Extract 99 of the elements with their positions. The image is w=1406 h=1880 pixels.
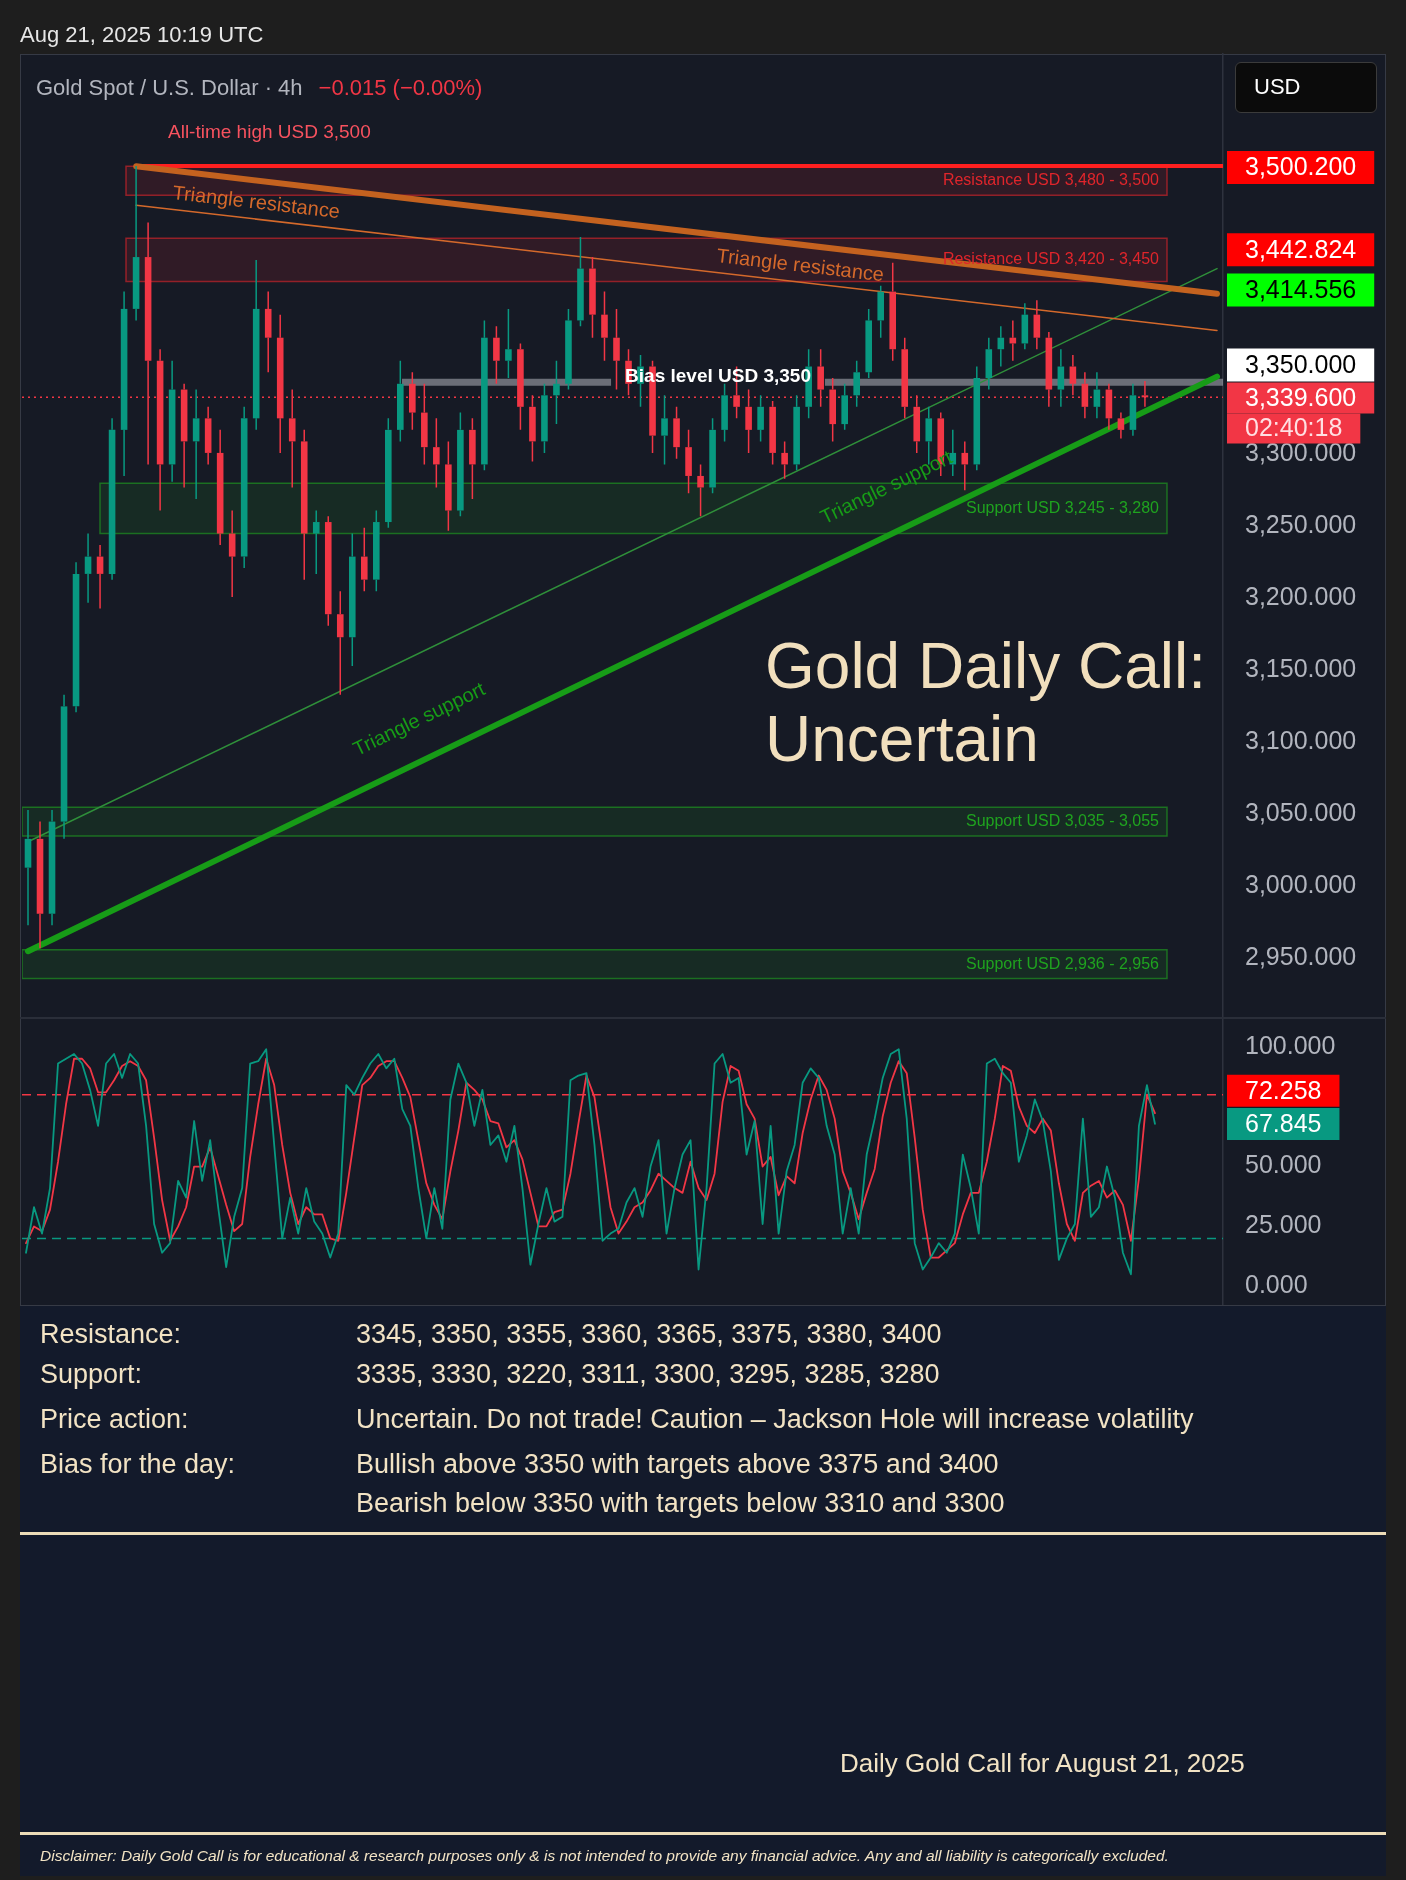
ref-line-label: All-time high USD 3,500 [168, 121, 371, 143]
candlestick [1081, 371, 1089, 420]
candlestick [553, 360, 560, 425]
candlestick [973, 365, 981, 471]
text: Gold Spot / U.S. Dollar · 4h [36, 75, 303, 101]
candlestick [853, 360, 860, 408]
candlestick [60, 694, 68, 840]
candlestick [673, 406, 680, 460]
candlestick [240, 406, 248, 569]
candlestick [541, 383, 548, 454]
candlestick [433, 417, 440, 489]
text: Disclaimer: Daily Gold Call is for educational & research purposes only & is not intended to provide any financial advice. Any and all liability is categorically excluded. [40, 1846, 1169, 1866]
text: Uncertain. Do not trade! Caution – Jackson Hole will increase volatility [356, 1402, 1194, 1436]
y-tick-label: 3,200.000 [1245, 582, 1357, 611]
text: Bullish above 3350 with targets above 3375 and 3400 [356, 1447, 999, 1481]
candlestick [601, 290, 608, 362]
text: Price action: [40, 1402, 189, 1436]
band-label: Resistance USD 3,480 - 3,500 [942, 171, 1160, 189]
text: Triangle resistance [715, 244, 886, 286]
text: Bias for the day: [40, 1447, 236, 1481]
candlestick [481, 319, 488, 471]
text: −0.015 (−0.00%) [318, 75, 483, 101]
candlestick [216, 429, 224, 546]
text: Daily Gold Call for August 21, 2025 [840, 1748, 1245, 1780]
y-tick-label: 3,150.000 [1245, 654, 1357, 683]
candlestick [781, 440, 788, 480]
candlestick [661, 394, 668, 466]
candlestick [1045, 331, 1053, 408]
y-tick-label: 0.000 [1245, 1270, 1308, 1299]
candlestick [312, 509, 320, 575]
candlestick [1117, 411, 1125, 440]
y-tick-label: 50.000 [1245, 1150, 1322, 1179]
candlestick [877, 285, 885, 339]
band-label: Support USD 2,936 - 2,956 [965, 954, 1160, 972]
text: Aug 21, 2025 10:19 UTC [20, 22, 264, 48]
candlestick [397, 360, 404, 443]
candlestick [1141, 380, 1149, 408]
candlestick [985, 336, 993, 391]
band-label: Resistance USD 3,420 - 3,450 [942, 250, 1160, 268]
text: 3,339.600 [1245, 382, 1357, 411]
text: 3345, 3350, 3355, 3360, 3365, 3375, 3380, 3400 [356, 1317, 942, 1351]
candlestick [252, 259, 260, 431]
candlestick [757, 394, 764, 443]
candlestick [264, 290, 272, 374]
candlestick [697, 463, 704, 518]
y-tick-label: 3,250.000 [1245, 510, 1357, 539]
candlestick [577, 236, 584, 327]
candlestick [348, 532, 356, 667]
candlestick [961, 440, 969, 492]
text: Support: [40, 1357, 143, 1391]
candlestick [168, 360, 176, 483]
text: 3335, 3330, 3220, 3311, 3300, 3295, 3285, 3280 [356, 1357, 940, 1391]
currency-button: USD [1235, 62, 1377, 113]
candlestick [132, 165, 140, 322]
y-tick-label: 3,000.000 [1245, 870, 1357, 899]
candlestick [72, 561, 80, 713]
candlestick [721, 383, 728, 443]
candlestick [228, 509, 236, 598]
text: Bearish below 3350 with targets below 3310 and 3300 [356, 1486, 1005, 1520]
candlestick [1057, 348, 1065, 408]
y-tick-label: 25.000 [1245, 1210, 1322, 1239]
text: 3,442.824 [1245, 234, 1357, 263]
candlestick [36, 820, 44, 950]
candlestick [192, 388, 200, 500]
candlestick [493, 325, 500, 385]
text: Triangle resistance [171, 181, 342, 223]
candlestick [469, 417, 476, 500]
y-tick-label: 3,100.000 [1245, 726, 1357, 755]
text: 3,414.556 [1245, 274, 1357, 303]
annotation: Uncertain [765, 702, 1039, 775]
candlestick [24, 809, 32, 927]
candlestick [1129, 383, 1137, 437]
candlestick [613, 308, 620, 391]
candlestick [372, 509, 380, 592]
text: 72.258 [1245, 1075, 1322, 1104]
candlestick [48, 809, 56, 927]
candlestick [300, 429, 308, 581]
y-tick-label: 3,050.000 [1245, 798, 1357, 827]
band-label: Support USD 3,035 - 3,055 [965, 811, 1160, 829]
text: 3,500.200 [1245, 152, 1357, 181]
annotation: Gold Daily Call: [765, 629, 1207, 702]
candlestick [204, 406, 212, 466]
text: 3,350.000 [1245, 349, 1357, 378]
text: Resistance: [40, 1317, 182, 1351]
candlestick [108, 417, 116, 581]
candlestick [457, 411, 464, 518]
candlestick [505, 308, 512, 379]
candlestick [1033, 299, 1041, 350]
candlestick [336, 590, 344, 696]
candlestick [685, 429, 692, 494]
band-label: Support USD 3,245 - 3,280 [965, 498, 1160, 516]
candlestick [589, 256, 596, 339]
candlestick [445, 440, 452, 532]
candlestick [120, 290, 128, 477]
candlestick [889, 262, 897, 362]
y-tick-label: 2,950.000 [1245, 942, 1357, 971]
text: 67.845 [1245, 1108, 1322, 1137]
candlestick [360, 527, 368, 592]
y-tick-label: 100.000 [1245, 1030, 1336, 1059]
